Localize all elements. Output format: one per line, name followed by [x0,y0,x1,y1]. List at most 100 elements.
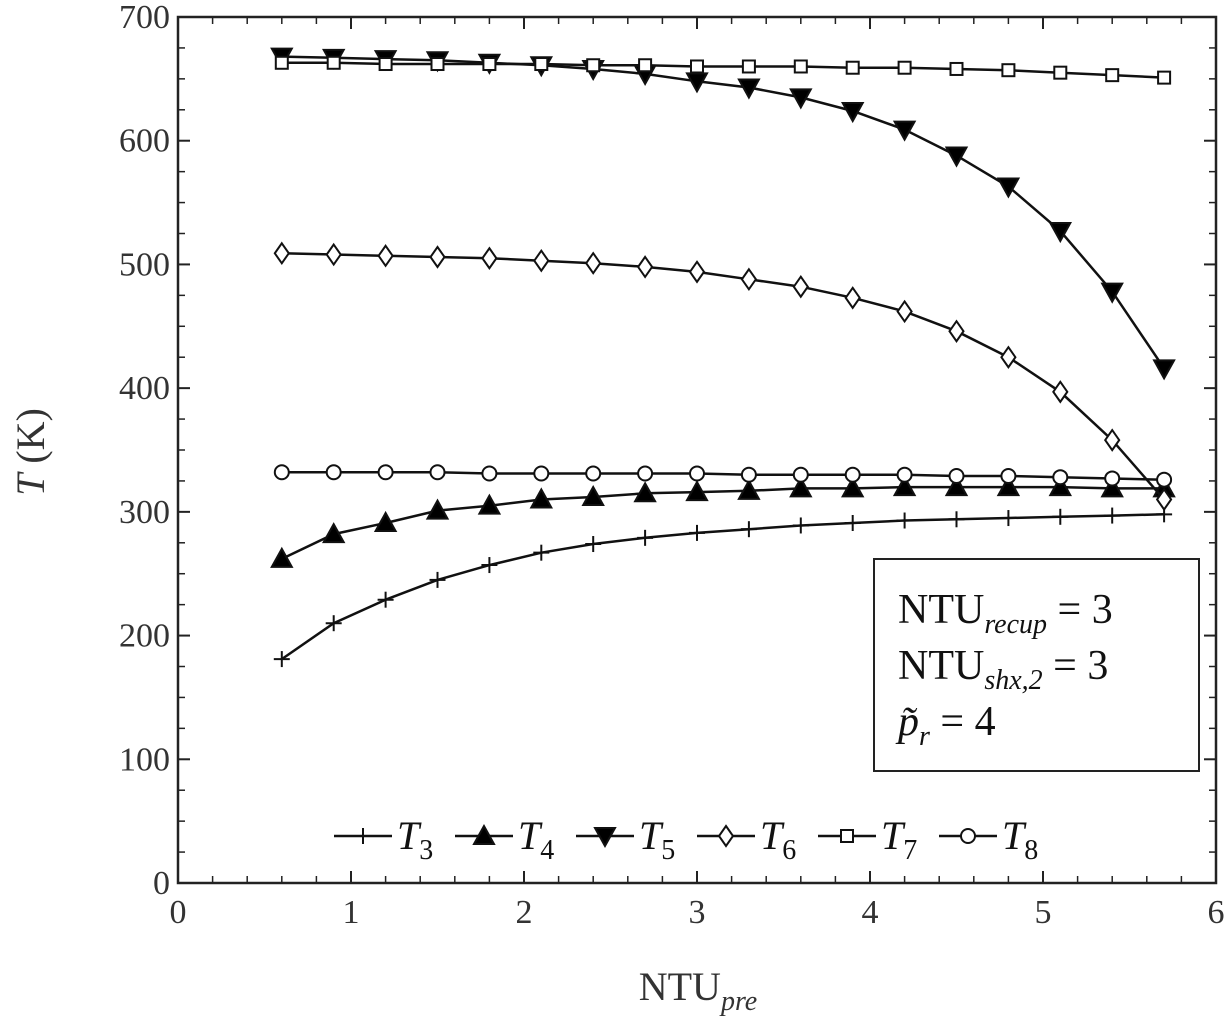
data-point-T6 [325,242,342,267]
x-tick-label: 5 [1035,894,1052,931]
y-tick-label: 0 [153,865,170,902]
data-point-T3 [689,524,705,541]
data-point-T8 [896,466,913,483]
x-tick-label: 3 [689,894,706,931]
data-point-T7 [690,59,704,74]
legend-marker-T5 [593,827,617,849]
data-point-T8 [533,465,550,482]
legend-marker-T3 [355,828,371,844]
data-point-T7 [741,59,756,74]
legend-marker-T7 [840,829,854,843]
y-tick-label: 200 [119,618,170,655]
data-point-T6 [740,267,758,292]
axes: 0 1 2 3 4 5 6 0 100 200 300 400 500 600 700 [119,0,1225,931]
annotation-frame [873,558,1200,772]
data-point-T4 [1048,475,1072,497]
data-point-T8 [585,465,602,482]
series-T8 [273,464,1173,488]
legend-item-T8: T8 [939,813,1038,866]
data-point-T7 [845,60,860,75]
legend-item-T5: T5 [576,813,675,866]
data-point-T7 [1001,63,1016,78]
data-point-T3 [844,514,861,531]
data-point-T4 [996,475,1021,497]
data-point-T4 [529,487,553,509]
data-point-T8 [325,464,342,481]
data-point-T3 [585,536,602,553]
annotation-line-3: p̃r = 4 [895,699,996,752]
legend-label-T7: T7 [881,813,917,866]
series-layer [270,47,1176,668]
data-point-T6 [429,245,446,269]
x-tick-label: 0 [170,894,187,931]
y-tick-label: 700 [119,0,170,36]
data-point-T6 [636,255,654,279]
data-point-T6 [688,260,706,284]
data-point-T8 [1104,470,1121,487]
x-tick-label: 4 [862,894,879,931]
data-point-T7 [274,55,289,70]
data-point-T3 [1052,508,1069,525]
data-point-T3 [792,517,809,534]
data-point-T3 [377,591,394,608]
data-point-T5 [1152,359,1176,381]
y-tick-label: 400 [119,370,170,407]
data-point-T7 [482,57,497,72]
series-T3 [273,506,1173,668]
y-tick-label: 500 [119,246,170,283]
data-point-T4 [737,478,761,500]
data-point-T4 [1100,476,1124,498]
annotation-1-sub: recup [984,609,1047,640]
data-point-T8 [844,466,861,483]
legend-item-T6: T6 [697,813,796,866]
data-point-T6 [948,319,965,343]
series-T7 [274,55,1172,85]
data-point-T6 [273,241,291,266]
x-axis-title: NTUpre [639,964,758,1016]
data-point-T7 [378,57,393,72]
data-point-T3 [429,571,446,588]
data-point-T4 [841,476,865,498]
data-point-T3 [533,544,550,561]
annotation-2-main: NTU [898,643,984,689]
legend-marker-T4 [472,823,496,845]
series-T6 [273,241,1173,512]
data-point-T8 [637,465,654,482]
series-line-T8 [281,471,1165,481]
series-T4 [270,475,1176,568]
data-point-T8 [1156,471,1173,488]
data-point-T7 [430,57,445,72]
y-tick-label: 600 [119,123,170,160]
data-point-T5 [1100,282,1124,304]
annotation-line-2: NTUshx,2 = 3 [898,643,1108,696]
data-point-T3 [325,615,342,632]
data-point-T5 [789,88,813,110]
data-point-T6 [844,286,861,310]
data-point-T4 [581,484,605,507]
data-point-T8 [377,464,394,481]
annotation-2-rest: = 3 [1043,643,1109,689]
annotation-line-1: NTUrecup = 3 [898,587,1113,640]
data-point-T4 [789,476,813,498]
data-point-T8 [740,466,757,483]
legend-item-T3: T3 [334,813,433,866]
data-point-T3 [896,512,913,529]
data-point-T4 [270,546,294,568]
series-line-T4 [281,485,1165,561]
data-point-T7 [1105,68,1120,83]
legend-marker-T8 [960,828,976,844]
data-point-T3 [273,651,290,668]
data-point-T7 [1053,65,1068,80]
data-point-T5 [944,146,969,168]
data-point-T3 [1000,510,1017,527]
data-point-T6 [584,251,602,275]
data-point-T6 [481,246,498,270]
data-point-T6 [1000,345,1017,369]
data-point-T6 [1155,487,1173,512]
y-axis-title: T (K) [8,408,53,496]
y-axis-var: T [8,471,53,496]
annotation-box: NTUrecup = 3 NTUshx,2 = 3 p̃r = 4 [873,558,1200,772]
data-point-T4 [322,522,346,544]
x-axis-main: NTU [639,964,721,1009]
